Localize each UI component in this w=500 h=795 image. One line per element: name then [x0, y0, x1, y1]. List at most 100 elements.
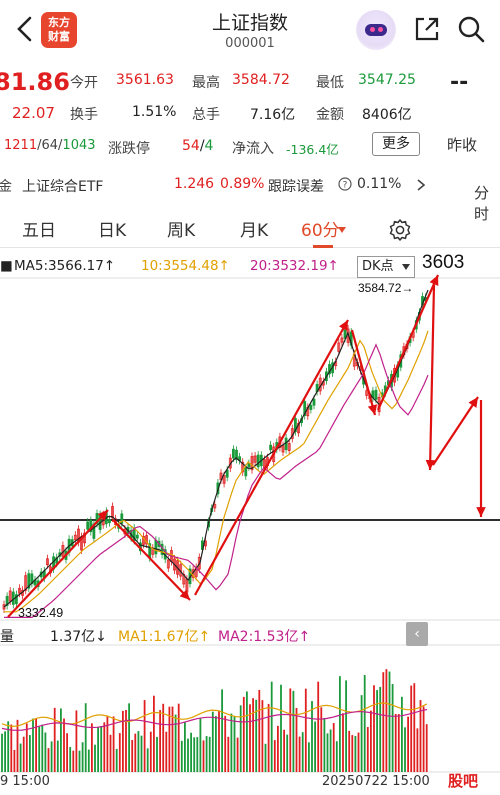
candle-body: [24, 575, 28, 591]
etf-row[interactable]: 金 上证综合ETF 1.246 0.89% 跟踪误差 ? 0.11% 分时: [0, 172, 500, 223]
volume-bar: [329, 729, 332, 772]
moving-average-lines: [3, 289, 429, 618]
ma-line-3: [4, 343, 429, 618]
candle-body: [120, 513, 124, 524]
tracking-error-value: 0.11%: [357, 176, 402, 192]
caret-down-icon[interactable]: [337, 226, 347, 234]
share-icon[interactable]: [412, 14, 442, 44]
volume-bar: [187, 738, 189, 772]
volume-bar: [165, 731, 168, 772]
volume-bar: [224, 715, 227, 772]
gear-icon[interactable]: [388, 218, 412, 242]
intraday-tab-label[interactable]: 分时: [474, 184, 490, 223]
candle-body: [173, 558, 176, 571]
dk-point-selector[interactable]: DK点: [357, 256, 415, 278]
amount-value: 8406亿: [362, 107, 412, 123]
volume-bar: [87, 749, 90, 772]
header: 东方 财富 上证指数 000001: [0, 0, 500, 62]
candle-body: [281, 445, 285, 453]
candle-body: [340, 337, 344, 343]
ai-assistant-icon[interactable]: [356, 10, 396, 50]
candle-body: [145, 535, 149, 545]
tab-month-k[interactable]: 月K: [240, 221, 269, 241]
volume-bar: [106, 715, 109, 772]
search-icon[interactable]: [456, 14, 486, 44]
volume-bar: [301, 732, 304, 772]
volume-bar: [91, 723, 93, 772]
candle-body: [256, 454, 260, 468]
volume-bar: [97, 727, 99, 772]
volume-bar: [351, 735, 354, 772]
candle-body: [86, 521, 90, 530]
volume-bar: [10, 724, 13, 772]
guba-brand[interactable]: 股吧: [448, 772, 479, 790]
volume-bar: [47, 748, 50, 772]
collapse-arrow-button[interactable]: ‹: [406, 622, 428, 646]
volume-bar: [199, 718, 202, 772]
arrow-rise-3: [376, 274, 440, 411]
limit-count: 54/4: [182, 138, 214, 154]
right-dashes: --: [450, 70, 469, 95]
ma-legend: ■ MA5:3566.17↑ 10:3554.48↑ 20:3532.19↑: [0, 258, 339, 274]
tab-60min[interactable]: 60分: [301, 221, 340, 241]
ma5-value: MA5:3566.17↑: [14, 258, 116, 274]
arrowhead: [97, 510, 108, 521]
arrowhead: [429, 275, 439, 286]
active-tab-indicator: [313, 245, 333, 248]
candle-body: [374, 389, 378, 400]
time-end: 20250722 15:00: [322, 774, 430, 789]
volume-bar: [270, 681, 273, 772]
volume-bar: [379, 686, 382, 772]
volume-bar: [156, 736, 158, 772]
arrowhead: [425, 459, 436, 470]
volume-bar: [29, 735, 31, 772]
volume-bar: [84, 703, 87, 772]
volume-bar: [283, 729, 285, 772]
volume-bar: [255, 699, 258, 772]
volume-bar: [7, 721, 10, 772]
arrowhead: [476, 507, 486, 517]
volume-bar: [22, 736, 25, 772]
candle-body: [365, 390, 369, 396]
candle-body: [250, 456, 254, 471]
volume-bar: [354, 735, 357, 772]
kline-chart[interactable]: 3603 3584.72→ 3332.49: [0, 245, 500, 795]
tab-week-k[interactable]: 周K: [167, 221, 196, 241]
volume-bar: [363, 675, 366, 772]
volume-bar: [118, 733, 121, 772]
tab-day-k[interactable]: 日K: [98, 221, 127, 241]
back-icon[interactable]: [14, 14, 36, 44]
volume-bar: [425, 724, 428, 772]
candle-body: [166, 559, 170, 569]
volume-bar: [193, 737, 196, 772]
volume-bar: [385, 669, 388, 772]
volume-bar: [326, 733, 329, 772]
volume-bar: [149, 731, 152, 772]
more-button[interactable]: 更多: [372, 132, 420, 156]
candlesticks: [2, 292, 428, 614]
tab-five-day[interactable]: 五日: [22, 221, 56, 241]
volume-bar: [35, 718, 37, 772]
turnover-label: 换手: [70, 107, 98, 123]
candle-body: [154, 539, 158, 555]
help-icon[interactable]: ?: [338, 177, 352, 191]
chevron-right-icon[interactable]: [416, 178, 426, 192]
volume-bar: [75, 710, 78, 772]
limit-label: 涨跌停: [108, 141, 150, 157]
ma10-value: 10:3554.48↑: [141, 258, 230, 274]
volume-bar: [236, 737, 239, 772]
volume-bar: [63, 718, 65, 772]
caret-down-icon: [402, 264, 410, 270]
volume-bar: [25, 723, 28, 772]
period-tabs: 五日 日K 周K 月K 60分: [0, 210, 500, 248]
target-price-annotation: 3603: [422, 252, 464, 273]
low-value: 3547.25: [358, 72, 416, 88]
volume-bar: [146, 748, 149, 772]
volume-ma2: MA2:1.53亿↑: [218, 629, 311, 645]
volume-bar: [373, 685, 375, 772]
candle-body: [337, 342, 341, 352]
volume-bar: [289, 688, 292, 772]
etf-value: 1.246: [174, 176, 215, 192]
volume-bar: [16, 719, 19, 772]
volume-bar: [171, 706, 174, 772]
